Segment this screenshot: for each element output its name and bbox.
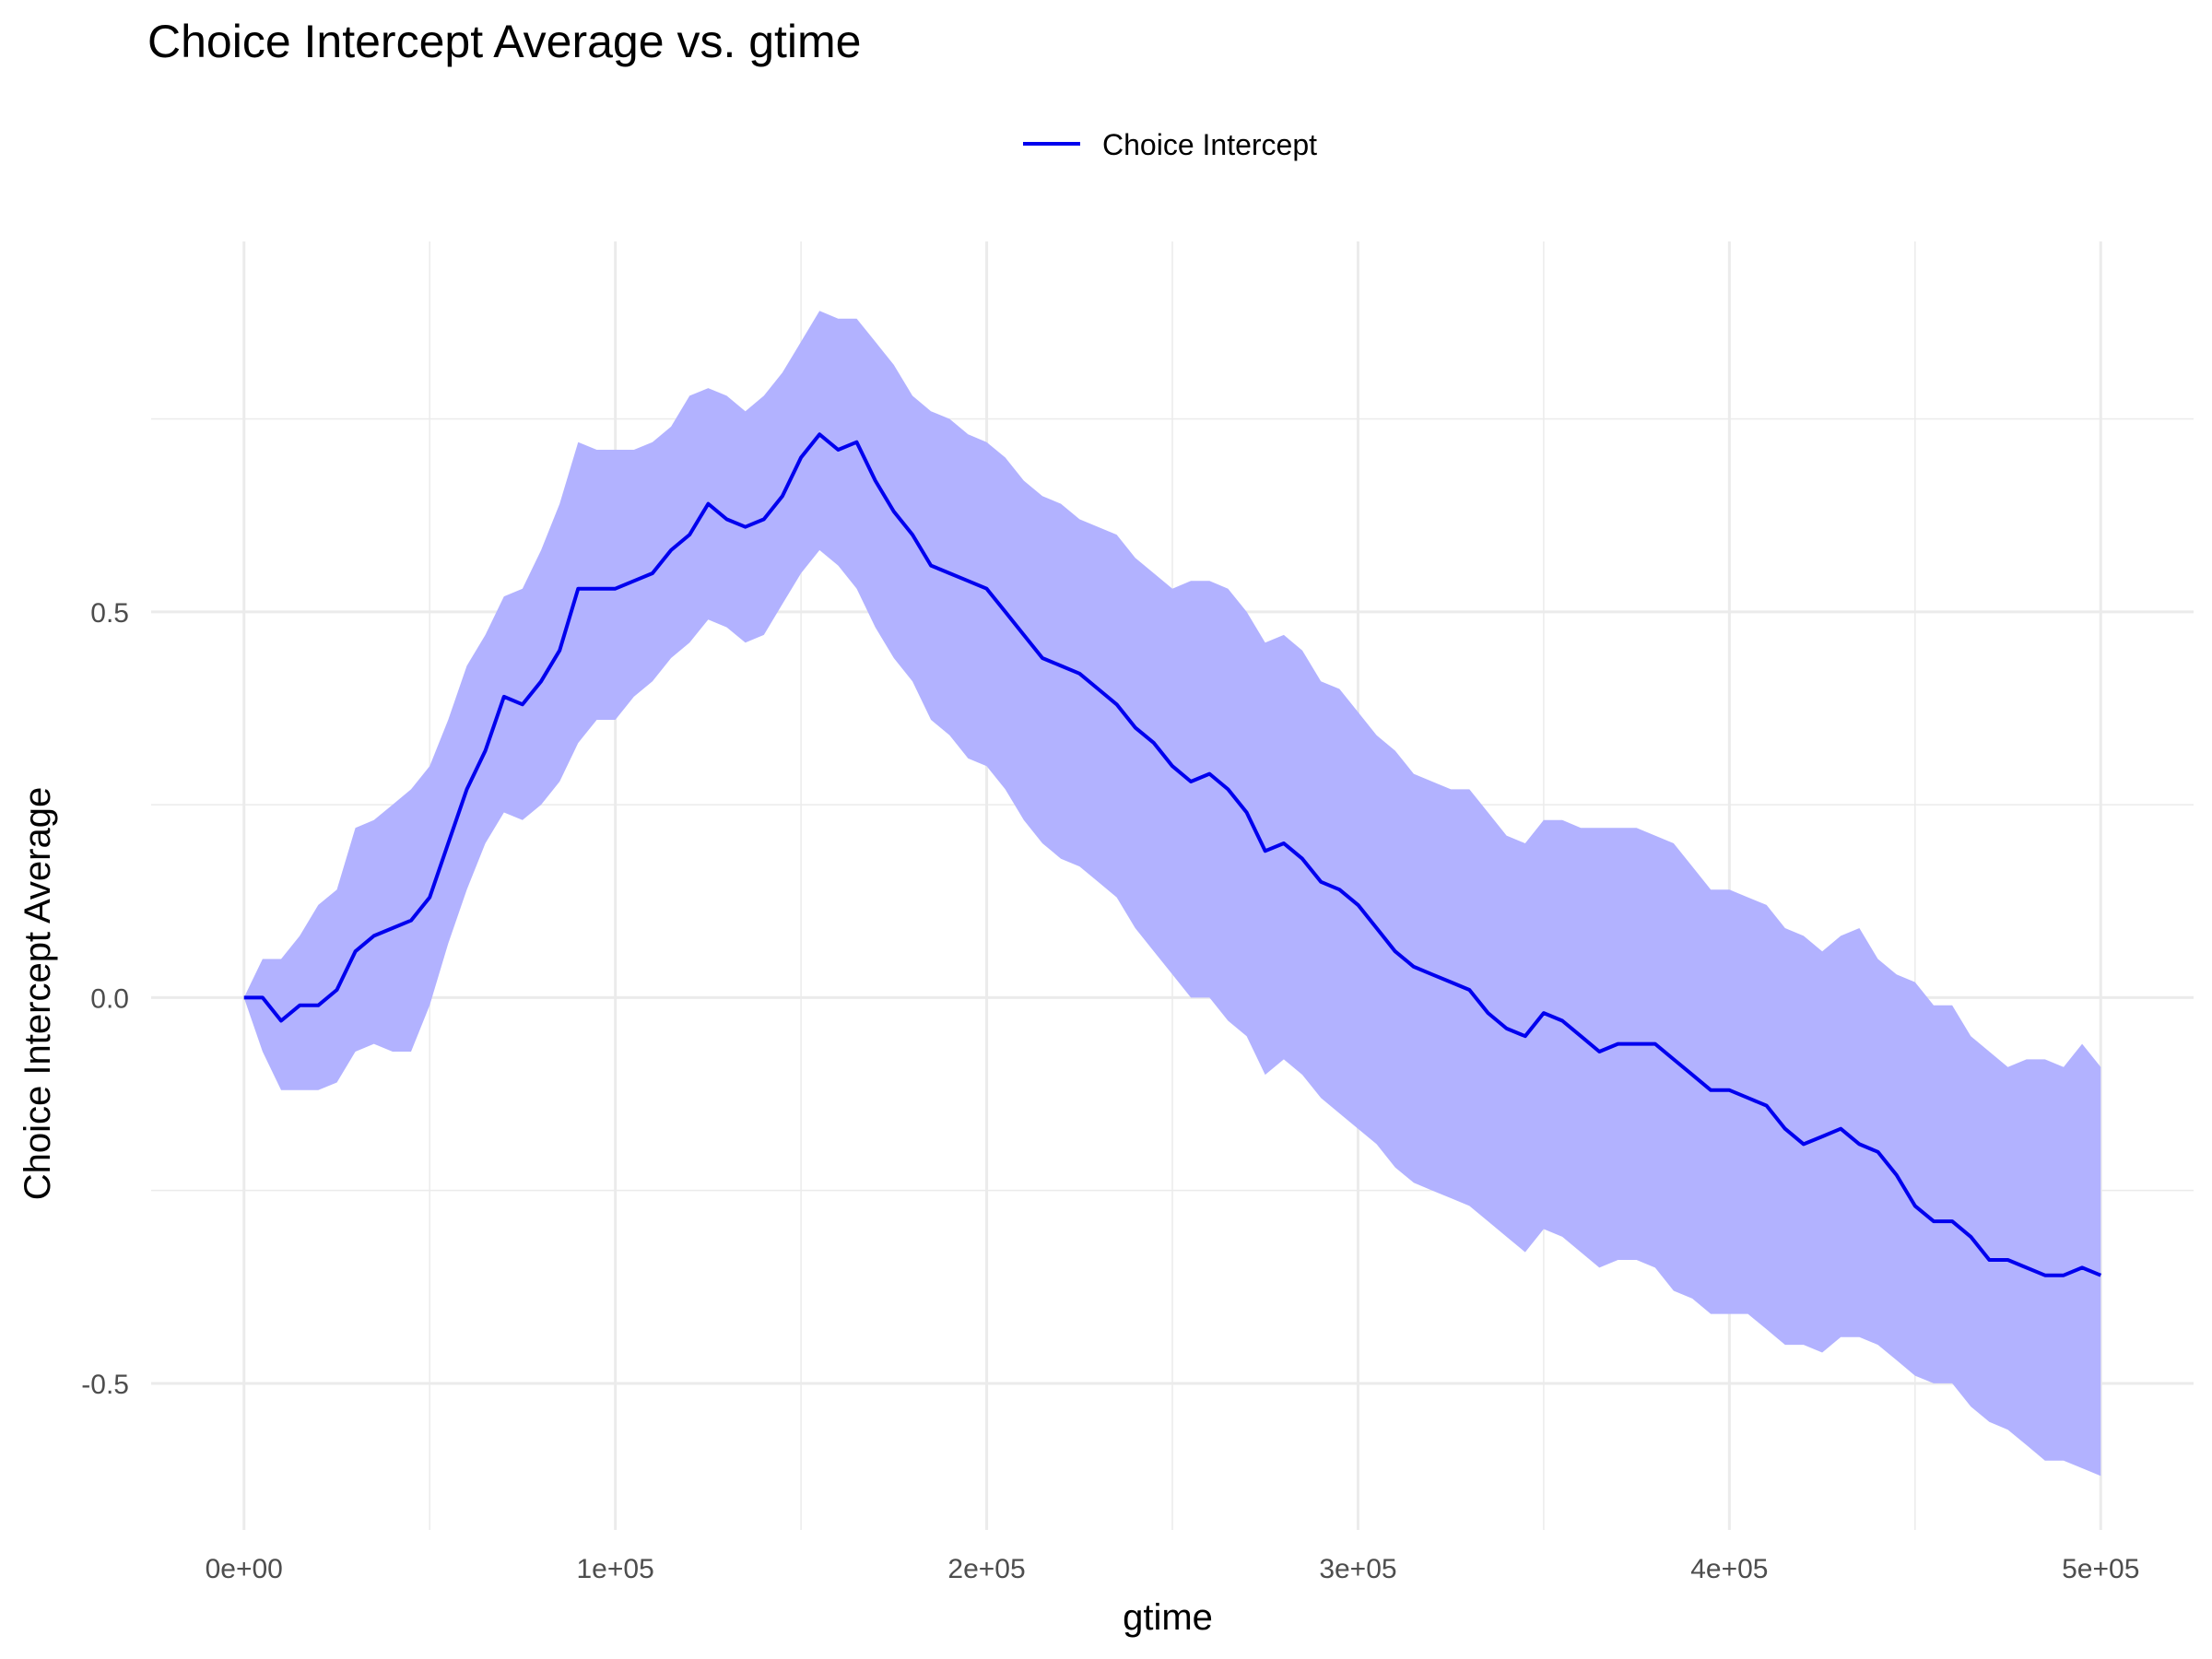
- x-tick-label: 3e+05: [1319, 1554, 1396, 1584]
- y-tick-label: -0.5: [81, 1370, 129, 1400]
- series-line-choice-intercept: [243, 432, 2102, 1277]
- x-tick-label: 0e+00: [206, 1554, 283, 1584]
- y-tick-labels: -0.5 0.0 0.5: [81, 598, 129, 1400]
- x-tick-label: 5e+05: [2062, 1554, 2139, 1584]
- x-axis-title: gtime: [1123, 1597, 1213, 1638]
- legend-label: Choice Intercept: [1102, 128, 1317, 161]
- x-tick-label: 1e+05: [577, 1554, 654, 1584]
- y-tick-label: 0.5: [90, 598, 129, 629]
- series-line-layer: [243, 432, 2102, 1277]
- legend: Choice Intercept: [1023, 128, 1317, 161]
- x-tick-label: 2e+05: [947, 1554, 1025, 1584]
- x-tick-label: 4e+05: [1690, 1554, 1768, 1584]
- y-tick-label: 0.0: [90, 983, 129, 1014]
- confidence-band: [243, 311, 2101, 1477]
- confidence-band-layer: [243, 311, 2101, 1477]
- chart-title: Choice Intercept Average vs. gtime: [147, 16, 862, 67]
- x-tick-labels: 0e+00 1e+05 2e+05 3e+05 4e+05 5e+05: [206, 1554, 2140, 1584]
- y-axis-title: Choice Intercept Average: [18, 787, 58, 1200]
